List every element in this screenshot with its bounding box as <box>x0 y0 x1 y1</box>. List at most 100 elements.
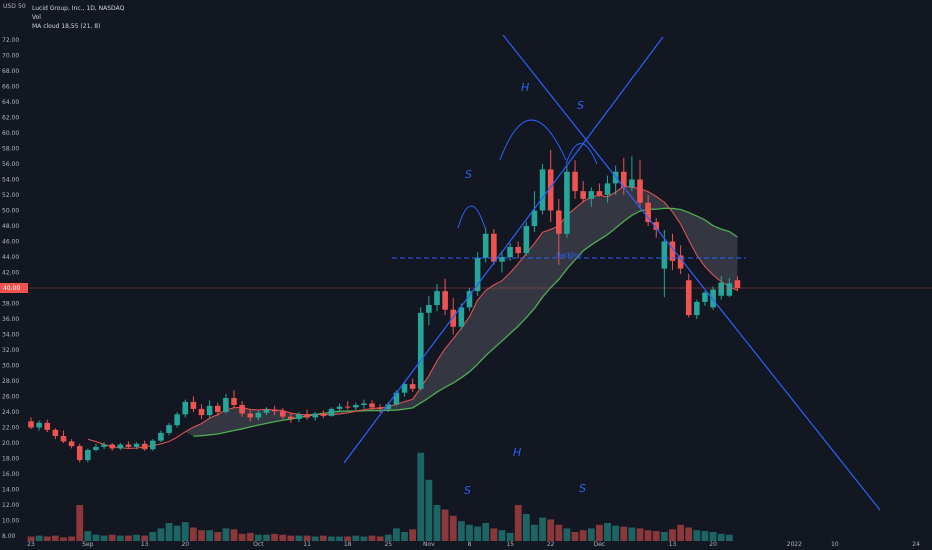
shoulder-left-label: S <box>465 168 472 181</box>
candle-body <box>68 441 75 447</box>
volume-bar <box>547 519 555 541</box>
legend: Lucid Group, Inc., 1D, NASDAQ Vol MA clo… <box>32 4 124 31</box>
volume-bar <box>319 535 327 541</box>
candle-body <box>409 384 416 389</box>
candle-body <box>28 421 34 428</box>
candle-body <box>166 425 172 433</box>
volume-bar <box>279 534 287 541</box>
volume-bar <box>206 530 214 541</box>
volume-bar <box>425 479 433 541</box>
y-tick-label: 22.00 <box>2 425 19 432</box>
ma-cloud <box>31 186 738 461</box>
x-tick-label: 24 <box>912 541 920 548</box>
volume-bar <box>190 527 197 541</box>
volume-bar <box>271 533 278 541</box>
candle-body <box>125 444 132 447</box>
y-tick-label: 70.00 <box>2 53 19 60</box>
volume-bar <box>43 536 51 541</box>
candle-body <box>629 179 635 188</box>
candle-body <box>653 222 660 230</box>
candle-body <box>336 406 343 409</box>
candle-body <box>93 446 99 450</box>
volume-bar <box>214 532 222 541</box>
candle-body <box>279 411 286 417</box>
y-tick-label: 34.00 <box>2 332 19 339</box>
volume-bar <box>125 535 132 541</box>
candle-body <box>377 407 383 409</box>
volume-bar <box>498 530 506 541</box>
volume-bar <box>222 528 230 541</box>
volume-bar <box>68 536 75 541</box>
trendline-down <box>502 34 881 511</box>
volume-bar <box>328 536 335 541</box>
volume-bar <box>555 524 563 541</box>
candle-body <box>214 405 221 412</box>
candle-body <box>304 414 310 418</box>
volume-bar <box>660 532 668 541</box>
y-tick-label: 38.00 <box>2 301 19 308</box>
candle-body <box>726 283 733 296</box>
y-tick-label: 20.00 <box>2 440 19 447</box>
candle-body <box>150 440 156 450</box>
candle-body <box>588 191 595 199</box>
candle-body <box>109 444 115 449</box>
y-tick-label: 62.00 <box>2 115 19 122</box>
candle-body <box>661 241 668 269</box>
candle-body <box>369 403 375 408</box>
y-tick-label: 42.00 <box>2 270 19 277</box>
volume-bar <box>636 528 644 541</box>
candle-body <box>223 398 229 412</box>
volume-bar <box>173 525 181 541</box>
volume-bar <box>417 452 425 541</box>
candle-body <box>564 171 570 234</box>
candle-body <box>141 443 148 450</box>
currency-scale-label: 50 <box>18 3 26 10</box>
volume-bar <box>652 531 660 541</box>
volume-bar <box>409 529 417 541</box>
volume-bar <box>246 532 254 541</box>
vol-legend[interactable]: Vol <box>32 14 41 21</box>
candle-body <box>231 398 237 406</box>
volume-bar <box>344 536 352 541</box>
candle-body <box>515 246 521 254</box>
neckline-label: Neckline <box>556 252 582 259</box>
candle-body <box>450 309 457 327</box>
volume-shoulder-right-label: S <box>579 482 586 495</box>
head-arc <box>499 119 567 161</box>
volume-bar <box>108 534 116 541</box>
x-tick-label: 22 <box>547 541 555 548</box>
trendline-up <box>343 36 664 464</box>
volume-bar <box>482 523 490 541</box>
candle-body <box>255 412 262 418</box>
volume-bar <box>165 523 173 541</box>
volume-bar <box>612 525 620 541</box>
volume-bar <box>76 505 84 541</box>
y-tick-label: 48.00 <box>2 223 19 230</box>
candle-body <box>685 280 692 316</box>
candle-body <box>344 406 351 408</box>
candle-body <box>572 171 578 192</box>
volume-bar <box>490 528 498 541</box>
y-tick-label: 72.00 <box>2 37 19 44</box>
candle-body <box>466 291 473 308</box>
volume-bar <box>393 528 400 541</box>
candle-body <box>620 171 627 188</box>
volume-bar <box>352 535 360 541</box>
shoulder-right-arc <box>565 143 598 165</box>
y-tick-label: 52.00 <box>2 192 19 199</box>
candle-body <box>206 405 213 416</box>
x-tick-label: 15 <box>506 541 514 548</box>
ma-cloud-legend[interactable]: MA cloud 18,55 (21, 8) <box>32 23 101 30</box>
candle-body <box>547 169 554 211</box>
y-tick-label: 14.00 <box>2 487 19 494</box>
volume-bar <box>563 528 571 541</box>
symbol-title[interactable]: Lucid Group, Inc., 1D, NASDAQ <box>32 5 125 12</box>
candle-body <box>52 429 59 437</box>
candle-body <box>312 413 318 418</box>
x-tick-label: Dec <box>594 541 606 548</box>
x-tick-label: 20 <box>709 541 717 548</box>
y-tick-label: 36.00 <box>2 316 19 323</box>
candle-body <box>482 233 489 258</box>
x-tick-label: 20 <box>181 541 189 548</box>
